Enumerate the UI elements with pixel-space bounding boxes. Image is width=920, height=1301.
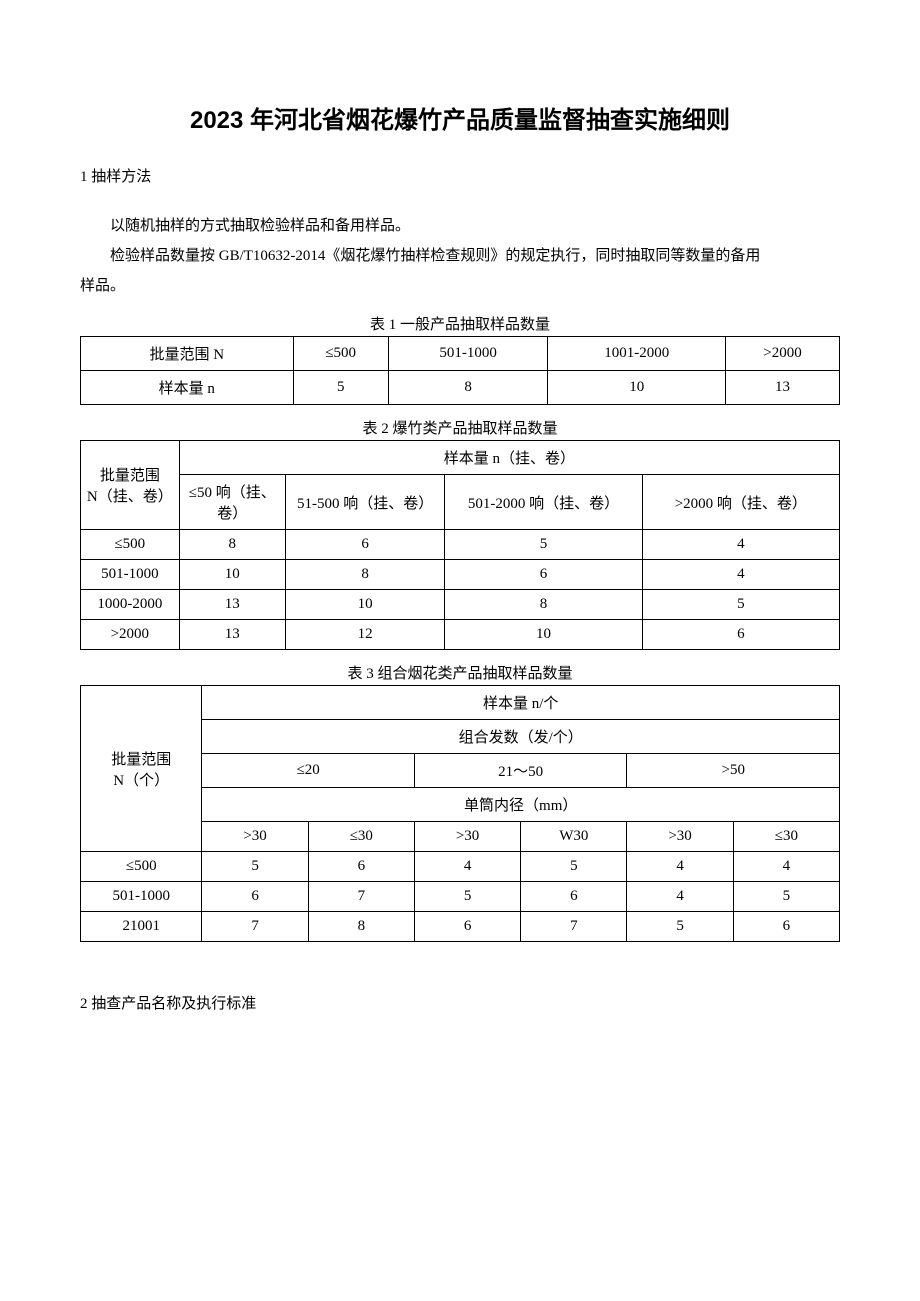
cell: 6 — [521, 882, 627, 912]
cell: 6 — [308, 852, 414, 882]
cell: 批量范围 N（个） — [81, 686, 202, 852]
cell: >2000 响（挂、卷） — [642, 475, 839, 530]
cell: ≤30 — [733, 822, 839, 852]
table3: 批量范围 N（个） 样本量 n/个 组合发数（发/个） ≤20 21～50 >5… — [80, 685, 840, 942]
cell: 批量范围 N — [81, 337, 294, 371]
cell: 6 — [285, 530, 444, 560]
section1-p2a: 检验样品数量按 GB/T10632-2014《烟花爆竹抽样检查规则》的规定执行，… — [80, 241, 840, 271]
cell: 7 — [308, 882, 414, 912]
cell: 4 — [627, 852, 733, 882]
cell: 8 — [179, 530, 285, 560]
section1-p2b: 样品。 — [80, 271, 840, 301]
cell: 501-2000 响（挂、卷） — [445, 475, 642, 530]
cell: 6 — [414, 912, 520, 942]
cell: 21～50 — [414, 754, 627, 788]
cell: 6 — [642, 620, 839, 650]
cell: 4 — [414, 852, 520, 882]
table-row: ≤500 5 6 4 5 4 4 — [81, 852, 840, 882]
section1-heading: 1 抽样方法 — [80, 165, 840, 186]
cell: 5 — [642, 590, 839, 620]
section1-p1: 以随机抽样的方式抽取检验样品和备用样品。 — [80, 211, 840, 241]
cell: 5 — [521, 852, 627, 882]
cell: 4 — [642, 530, 839, 560]
cell: 1000-2000 — [81, 590, 180, 620]
table1-caption: 表 1 一般产品抽取样品数量 — [80, 313, 840, 334]
cell: 10 — [285, 590, 444, 620]
cell: 5 — [293, 371, 388, 405]
cell: 6 — [445, 560, 642, 590]
cell: 51-500 响（挂、卷） — [285, 475, 444, 530]
cell: 12 — [285, 620, 444, 650]
cell: 10 — [548, 371, 726, 405]
cell: >30 — [627, 822, 733, 852]
cell: 8 — [285, 560, 444, 590]
table-row: ≤500 8 6 5 4 — [81, 530, 840, 560]
cell: 501-1000 — [388, 337, 548, 371]
cell: 7 — [521, 912, 627, 942]
table-row: 501-1000 6 7 5 6 4 5 — [81, 882, 840, 912]
cell: 组合发数（发/个） — [202, 720, 840, 754]
section2-heading: 2 抽查产品名称及执行标准 — [80, 992, 840, 1013]
cell: 1001-2000 — [548, 337, 726, 371]
cell: 8 — [445, 590, 642, 620]
table-row: >2000 13 12 10 6 — [81, 620, 840, 650]
cell: 10 — [445, 620, 642, 650]
cell: 6 — [202, 882, 308, 912]
cell: 21001 — [81, 912, 202, 942]
table1: 批量范围 N ≤500 501-1000 1001-2000 >2000 样本量… — [80, 336, 840, 405]
cell: 501-1000 — [81, 560, 180, 590]
cell: >30 — [202, 822, 308, 852]
table-row: 501-1000 10 8 6 4 — [81, 560, 840, 590]
cell: >50 — [627, 754, 840, 788]
cell: 样本量 n（挂、卷） — [179, 441, 839, 475]
cell: >30 — [414, 822, 520, 852]
cell: 13 — [179, 620, 285, 650]
cell: 13 — [726, 371, 840, 405]
cell: 5 — [733, 882, 839, 912]
cell: 501-1000 — [81, 882, 202, 912]
cell: 13 — [179, 590, 285, 620]
cell: ≤500 — [81, 852, 202, 882]
cell: ≤50 响（挂、卷） — [179, 475, 285, 530]
table-row: 批量范围 N ≤500 501-1000 1001-2000 >2000 — [81, 337, 840, 371]
cell: 6 — [733, 912, 839, 942]
cell: >2000 — [726, 337, 840, 371]
cell: ≤500 — [293, 337, 388, 371]
cell: 4 — [642, 560, 839, 590]
table-row: 1000-2000 13 10 8 5 — [81, 590, 840, 620]
cell: W30 — [521, 822, 627, 852]
cell: 批量范围 N（挂、卷） — [81, 441, 180, 530]
cell: 5 — [445, 530, 642, 560]
cell: 5 — [627, 912, 733, 942]
table2-caption: 表 2 爆竹类产品抽取样品数量 — [80, 417, 840, 438]
table-row: 批量范围 N（挂、卷） 样本量 n（挂、卷） — [81, 441, 840, 475]
cell: 单筒内径（mm） — [202, 788, 840, 822]
cell: 4 — [733, 852, 839, 882]
cell: 5 — [202, 852, 308, 882]
cell: 5 — [414, 882, 520, 912]
cell: 样本量 n — [81, 371, 294, 405]
cell: 7 — [202, 912, 308, 942]
cell: >2000 — [81, 620, 180, 650]
table-row: ≤50 响（挂、卷） 51-500 响（挂、卷） 501-2000 响（挂、卷）… — [81, 475, 840, 530]
table-row: 样本量 n 5 8 10 13 — [81, 371, 840, 405]
cell: 样本量 n/个 — [202, 686, 840, 720]
cell: 8 — [388, 371, 548, 405]
cell: 4 — [627, 882, 733, 912]
cell: ≤30 — [308, 822, 414, 852]
table-row: 21001 7 8 6 7 5 6 — [81, 912, 840, 942]
cell: 10 — [179, 560, 285, 590]
table2: 批量范围 N（挂、卷） 样本量 n（挂、卷） ≤50 响（挂、卷） 51-500… — [80, 440, 840, 650]
table3-caption: 表 3 组合烟花类产品抽取样品数量 — [80, 662, 840, 683]
table-row: 批量范围 N（个） 样本量 n/个 — [81, 686, 840, 720]
cell: ≤500 — [81, 530, 180, 560]
doc-title: 2023 年河北省烟花爆竹产品质量监督抽查实施细则 — [80, 100, 840, 135]
cell: ≤20 — [202, 754, 415, 788]
cell: 8 — [308, 912, 414, 942]
